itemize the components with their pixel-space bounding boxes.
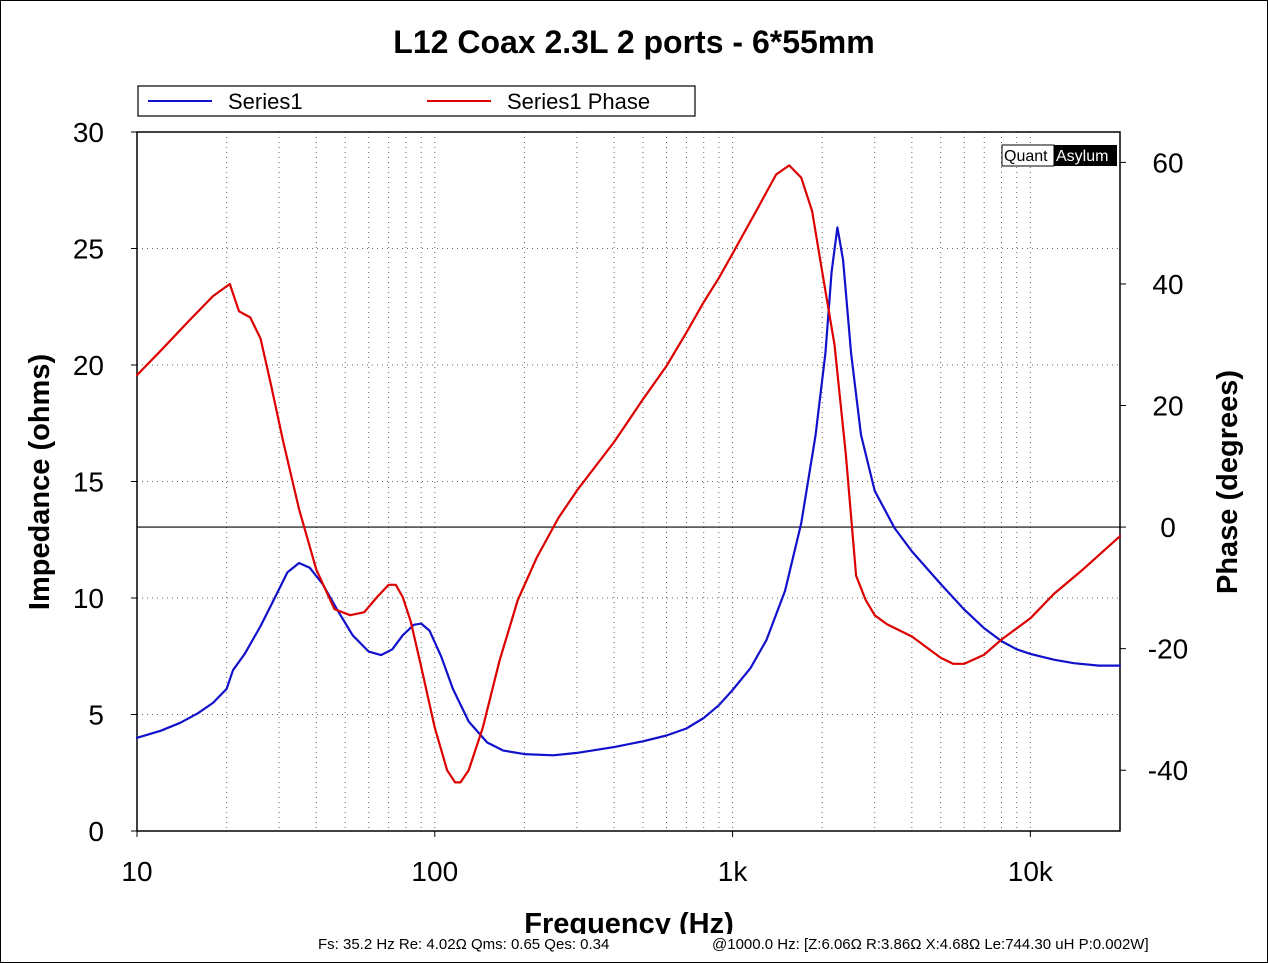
footer-parameters: Fs: 35.2 Hz Re: 4.02Ω Qms: 0.65 Qes: 0.3…	[318, 936, 609, 953]
phase-series-line	[135, 164, 1122, 784]
y-tick-label: 30	[73, 117, 104, 148]
y-tick-label: 0	[88, 816, 104, 847]
y2-axis-title: Phase (degrees)	[1212, 370, 1244, 594]
x-tick-label: 1k	[718, 856, 749, 887]
y-tick-label: 20	[73, 350, 104, 381]
watermark-part2: Asylum	[1056, 148, 1108, 165]
chart-title: L12 Coax 2.3L 2 ports - 6*55mm	[393, 24, 874, 60]
series-layer	[135, 164, 1122, 784]
y2-tick-label: 0	[1160, 512, 1176, 543]
y2-tick-label: -20	[1148, 634, 1188, 665]
y-tick-label: 5	[88, 700, 104, 731]
impedance-series-line	[135, 226, 1122, 757]
y2-tick-label: 60	[1152, 147, 1183, 178]
y-axis-title: Impedance (ohms)	[24, 354, 56, 610]
y-tick-label: 15	[73, 467, 104, 498]
y2-tick-label: 20	[1152, 391, 1183, 422]
footer-background	[1, 934, 1267, 962]
x-tick-label: 10k	[1008, 856, 1054, 887]
legend: Series1 Series1 Phase	[137, 85, 696, 117]
footer-measurement: @1000.0 Hz: [Z:6.06Ω R:3.86Ω X:4.68Ω Le:…	[712, 936, 1149, 953]
grid	[137, 132, 1120, 831]
legend-label-series1: Series1	[228, 89, 303, 114]
quantasylum-watermark: Quant Asylum	[1001, 144, 1117, 167]
y2-tick-label: -40	[1148, 755, 1188, 786]
x-tick-label: 100	[411, 856, 458, 887]
y2-tick-label: 40	[1152, 269, 1183, 300]
legend-label-series1-phase: Series1 Phase	[507, 89, 650, 114]
x-tick-label: 10	[121, 856, 152, 887]
legend-box	[137, 85, 696, 117]
y-tick-label: 25	[73, 234, 104, 265]
tick-labels: 10 100 1k 10k 0 5 10 15 20 25 30 -40 -20 0 20 40 60	[73, 117, 1188, 887]
watermark-part1: Quant	[1004, 148, 1048, 165]
y-tick-label: 10	[73, 583, 104, 614]
